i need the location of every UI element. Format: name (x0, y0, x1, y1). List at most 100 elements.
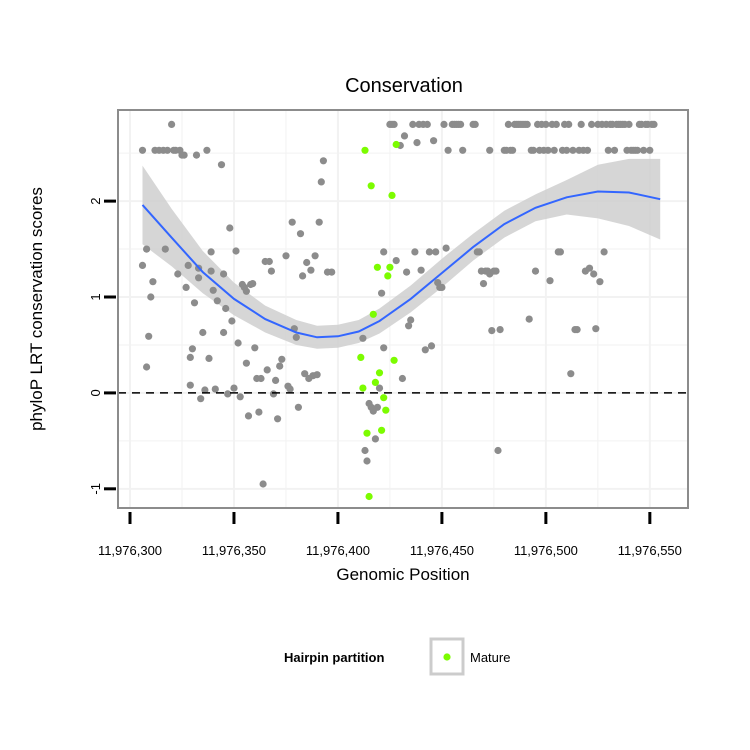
point (197, 395, 205, 403)
point (640, 146, 648, 154)
point-mature (359, 384, 367, 392)
point (375, 384, 384, 392)
point (274, 415, 282, 423)
point (585, 264, 594, 272)
x-tick-label: 11,976,550 (618, 543, 682, 558)
point (542, 120, 550, 128)
point (592, 325, 600, 333)
point (459, 146, 467, 154)
point (596, 278, 604, 286)
point (525, 315, 533, 323)
point (222, 304, 230, 313)
point (440, 120, 448, 128)
point (267, 267, 275, 275)
y-tick-label: 2 (88, 197, 103, 204)
point-mature (365, 492, 373, 501)
point-mature (386, 263, 394, 271)
point (232, 247, 240, 255)
point (529, 146, 538, 154)
point (633, 146, 642, 154)
point (186, 381, 194, 389)
point (577, 120, 585, 128)
point (249, 280, 257, 288)
point (220, 328, 228, 337)
x-tick-label: 11,976,350 (202, 543, 266, 558)
point (583, 146, 592, 154)
point (265, 257, 273, 266)
point (407, 316, 415, 324)
point (425, 248, 433, 256)
point (138, 146, 147, 154)
point (646, 146, 654, 154)
point (569, 146, 577, 154)
chart-title: Conservation (345, 75, 463, 97)
point (145, 332, 153, 340)
point (213, 297, 221, 305)
point (203, 146, 211, 154)
point (398, 374, 406, 383)
point-mature (363, 429, 371, 437)
point (174, 270, 182, 278)
point (292, 333, 300, 341)
point (296, 230, 305, 238)
point (403, 268, 411, 276)
point (544, 146, 552, 154)
point-mature (371, 378, 379, 386)
point (278, 355, 286, 363)
point (411, 248, 419, 256)
point (211, 385, 219, 393)
y-axis-title: phyloP LRT conservation scores (27, 187, 46, 431)
point (257, 374, 265, 383)
point (315, 218, 323, 226)
point (363, 457, 371, 465)
point-mature (375, 369, 384, 377)
point (209, 286, 217, 294)
point (475, 248, 483, 256)
point (251, 344, 259, 352)
point-mature (361, 146, 369, 154)
point (147, 293, 155, 301)
point (319, 157, 327, 165)
point (588, 120, 596, 128)
point (272, 376, 280, 384)
point (195, 274, 203, 282)
point (479, 280, 488, 288)
x-tick-label: 11,976,450 (410, 543, 474, 558)
point (161, 245, 169, 253)
point (288, 218, 296, 226)
point (421, 346, 429, 354)
point (236, 393, 244, 401)
point (409, 120, 417, 128)
point (573, 326, 581, 334)
point (430, 137, 438, 145)
point (417, 266, 425, 274)
point (552, 120, 560, 128)
point (182, 283, 190, 291)
point (565, 120, 573, 128)
x-tick-label: 11,976,400 (306, 543, 370, 558)
legend: Hairpin partition Mature (284, 637, 510, 676)
point (244, 412, 253, 420)
point (371, 435, 379, 443)
y-tick-label: 0 (88, 389, 103, 396)
point (361, 446, 369, 455)
point (390, 120, 398, 128)
point (380, 344, 388, 352)
point-mature (357, 353, 365, 361)
point (224, 390, 232, 398)
point (486, 146, 494, 154)
point (423, 120, 431, 128)
point (192, 151, 201, 159)
point (255, 408, 263, 416)
smooth-line-layer (141, 190, 661, 339)
point (378, 289, 386, 297)
points-layer (138, 120, 658, 501)
point (299, 272, 307, 280)
point (180, 151, 188, 159)
point (444, 146, 452, 154)
point (328, 268, 336, 276)
point (531, 267, 540, 275)
point (496, 326, 504, 334)
point (269, 390, 278, 398)
